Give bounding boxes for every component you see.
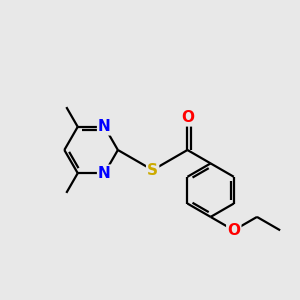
Text: O: O	[181, 110, 194, 125]
Text: N: N	[98, 119, 111, 134]
Text: O: O	[227, 223, 240, 238]
Text: N: N	[98, 166, 111, 181]
Text: S: S	[147, 163, 158, 178]
